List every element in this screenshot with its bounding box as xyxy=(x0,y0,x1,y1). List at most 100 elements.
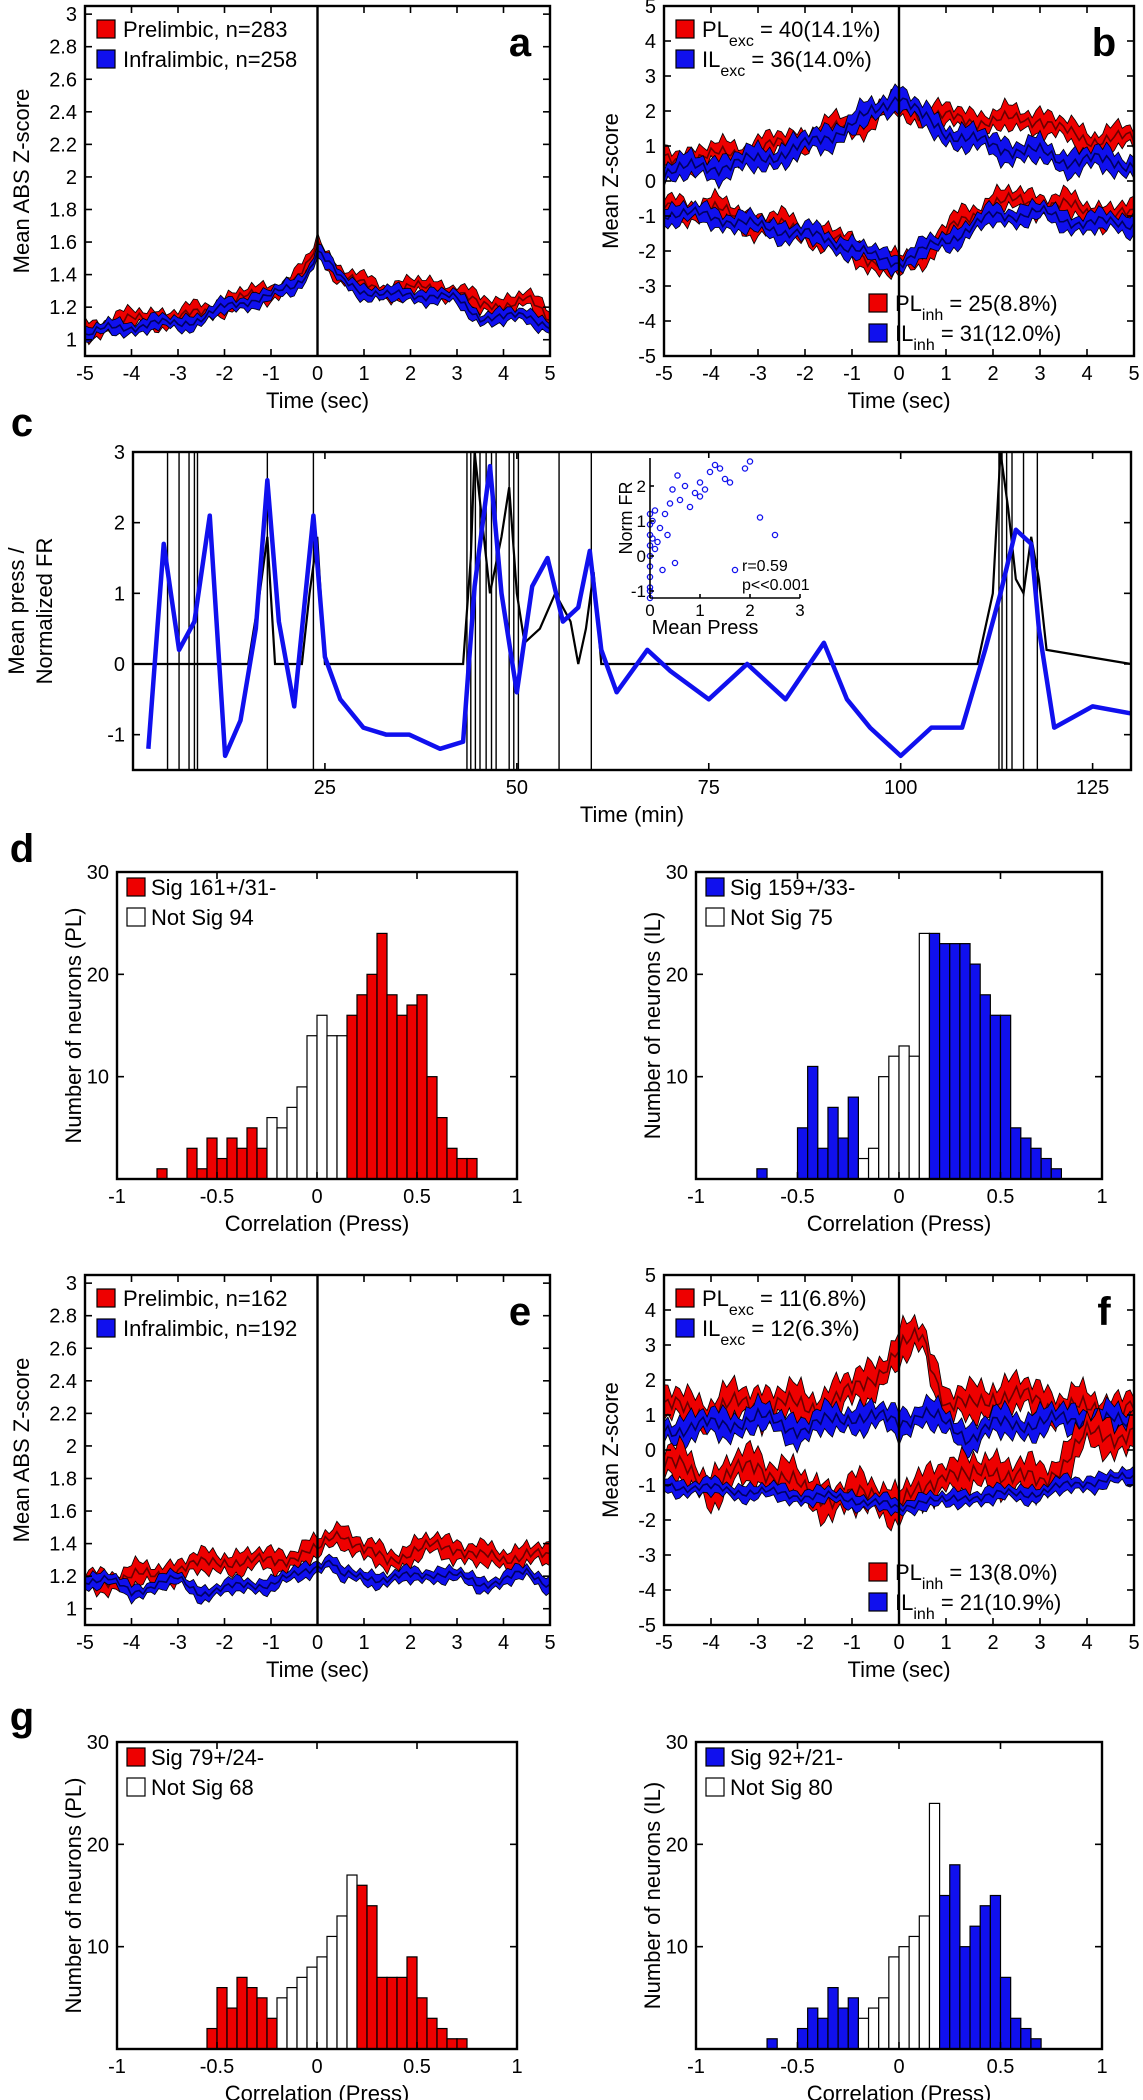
b-ytick-label: -4 xyxy=(638,311,656,333)
f-legend-text: PLexc = 11(6.8%) xyxy=(702,1286,867,1319)
f-xtick-label: 1 xyxy=(940,1632,951,1654)
e-ylabel: Mean ABS Z-score xyxy=(9,1358,34,1543)
g-right-hist-bar xyxy=(999,1976,1012,2050)
g-left-hist-bar xyxy=(446,2038,458,2050)
f-ytick-label: -3 xyxy=(638,1545,656,1567)
legend-base: PL xyxy=(895,1560,922,1585)
d-left-hist-bar xyxy=(216,1157,228,1180)
g-left-hist-bar xyxy=(346,1874,358,2050)
c-inset-ytick-label: -1 xyxy=(631,582,646,601)
c-inset-ytick-label: 0 xyxy=(637,547,646,566)
c-inset-scatter-point xyxy=(659,566,666,574)
legend-rest: = 13(8.0%) xyxy=(943,1560,1057,1585)
g-right-xtick-label: 0 xyxy=(893,2056,904,2078)
d-right-hist-bar xyxy=(938,943,951,1180)
f-xtick-label: -5 xyxy=(655,1632,673,1654)
b-ytick-label: 5 xyxy=(645,0,656,18)
c-inset-scatter-point xyxy=(651,545,659,553)
d-right-hist-bar xyxy=(1040,1157,1052,1180)
a-ytick-label: 1.4 xyxy=(49,265,77,287)
b-ytick-label: 4 xyxy=(645,31,656,53)
b-legend-text: PLexc = 40(14.1%) xyxy=(702,17,880,50)
g-right-hist-bar xyxy=(878,1997,890,2050)
g-right-hist-bar xyxy=(766,2038,778,2050)
c-inset-scatter-point xyxy=(771,531,779,539)
c-inset-scatter-point xyxy=(671,559,679,567)
d-left-hist-bar xyxy=(446,1147,458,1180)
legend-base: IL xyxy=(702,1316,720,1341)
c-ytick-label: 2 xyxy=(114,513,125,535)
a-xtick-label: 1 xyxy=(358,363,369,385)
b-ytick-label: 3 xyxy=(645,66,656,88)
f-xtick-label: -4 xyxy=(702,1632,720,1654)
g-right-ytick-label: 10 xyxy=(666,1937,688,1959)
g-left-xtick-label: -1 xyxy=(108,2056,126,2078)
a-xtick-label: -4 xyxy=(123,363,141,385)
d-right-hist-bar xyxy=(817,1147,829,1180)
c-inset-stat-p: p<<0.001 xyxy=(742,577,810,594)
c-inset-scatter-point xyxy=(681,482,689,490)
b-xlabel: Time (sec) xyxy=(847,388,950,413)
legend-swatch xyxy=(868,1592,888,1612)
c-xtick-label: 25 xyxy=(314,777,336,799)
legend-rest: = 36(14.0%) xyxy=(745,47,872,72)
b-legend-text: PLinh = 25(8.8%) xyxy=(895,291,1058,324)
c-inset-ylabel: Norm FR xyxy=(616,482,636,555)
g-left-hist-bar xyxy=(356,1884,368,2050)
e-ytick-label: 2.6 xyxy=(49,1338,77,1360)
g-right-ytick-label: 20 xyxy=(666,1834,688,1856)
f-ytick-label: 1 xyxy=(645,1405,656,1427)
c-inset-scatter-point xyxy=(701,486,709,493)
d-left-legend-notsig: Not Sig 94 xyxy=(151,905,254,930)
c-inset-scatter-point xyxy=(746,458,754,465)
c-inset-scatter-point xyxy=(656,524,664,532)
d-right-hist-bar xyxy=(1030,1147,1042,1180)
b-ytick-label: 1 xyxy=(645,136,656,158)
d-left-hist-bar xyxy=(186,1147,198,1180)
g-right-xtick-label: 1 xyxy=(1096,2056,1107,2078)
d-right-hist-bar xyxy=(867,1147,880,1180)
d-right-hist-bar xyxy=(847,1096,859,1180)
legend-subscript: inh xyxy=(913,1606,934,1623)
b-ytick-label: -2 xyxy=(638,241,656,263)
f-ylabel: Mean Z-score xyxy=(598,1382,623,1518)
f-legend-text: ILinh = 21(10.9%) xyxy=(895,1590,1061,1623)
d-right-ytick-label: 10 xyxy=(666,1067,688,1089)
g-left-hist-bar xyxy=(216,1986,228,2050)
g-right-hist-bar xyxy=(847,1997,859,2050)
e-ytick-label: 3 xyxy=(66,1273,77,1295)
c-inset-scatter-point xyxy=(696,493,704,500)
d-right-xtick-label: 0.5 xyxy=(987,1186,1015,1208)
d-left-hist-bar xyxy=(346,1014,358,1180)
legend-swatch xyxy=(96,1318,116,1338)
d-left-xtick-label: 0 xyxy=(311,1186,322,1208)
c-ylabel-line2: Normalized FR xyxy=(32,538,57,685)
legend-swatch xyxy=(96,19,116,39)
legend-swatch xyxy=(675,19,695,39)
b-xtick-label: -5 xyxy=(655,363,673,385)
g-left-hist-bar xyxy=(276,1997,288,2050)
b-ytick-label: -1 xyxy=(638,206,656,228)
g-left-hist-bar xyxy=(306,1966,318,2050)
a-xtick-label: 5 xyxy=(544,363,555,385)
d-left-hist-bar xyxy=(366,973,378,1180)
b-xtick-label: -4 xyxy=(702,363,720,385)
c-inset-scatter-point xyxy=(664,531,671,539)
g-left-hist-bar xyxy=(396,1976,408,2050)
b-xtick-label: 4 xyxy=(1081,363,1092,385)
c-inset-scatter-point xyxy=(691,489,699,497)
g-left-hist-bar xyxy=(336,1915,348,2050)
g-panel-letter: g xyxy=(10,1695,34,1739)
d-left-hist-bar xyxy=(256,1147,268,1180)
b-ylabel: Mean Z-score xyxy=(598,113,623,249)
g-left-ylabel: Number of neurons (PL) xyxy=(61,1778,86,2014)
g-left-hist-bar xyxy=(426,2017,438,2050)
legend-base: IL xyxy=(702,47,720,72)
g-left-hist-bar xyxy=(436,2027,448,2050)
e-xtick-label: 5 xyxy=(544,1632,555,1654)
a-xtick-label: 2 xyxy=(405,363,416,385)
d-left-hist-bar xyxy=(436,1116,448,1180)
g-left-ytick-label: 20 xyxy=(87,1834,109,1856)
e-ytick-label: 1 xyxy=(66,1599,77,1621)
